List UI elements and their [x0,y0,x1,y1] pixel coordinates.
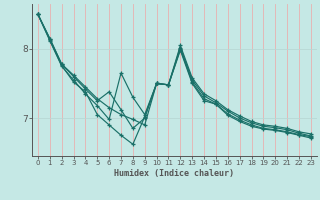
X-axis label: Humidex (Indice chaleur): Humidex (Indice chaleur) [115,169,234,178]
